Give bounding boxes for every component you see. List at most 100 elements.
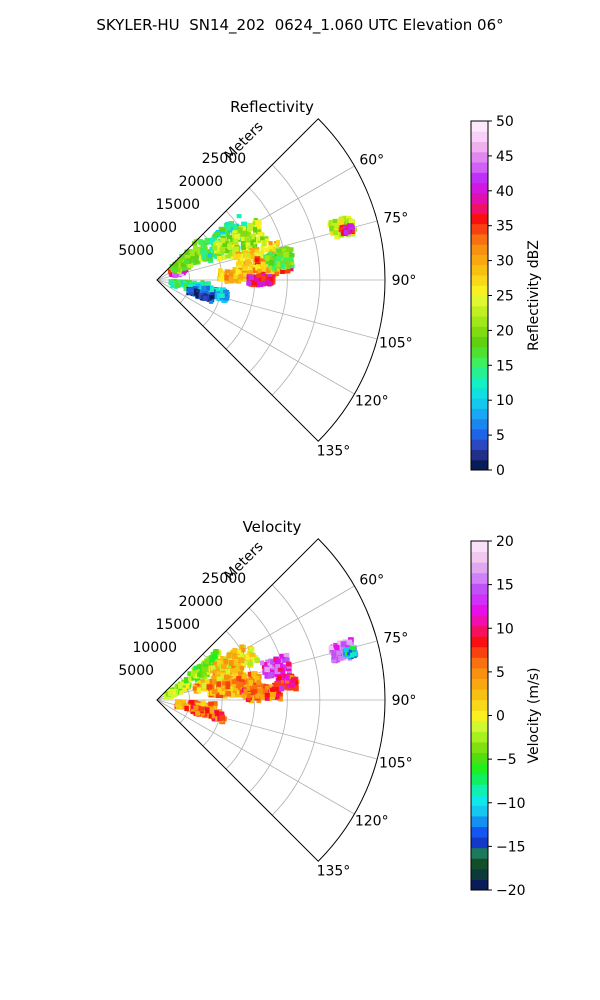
echo-gate xyxy=(206,281,211,287)
colorbar-swatch xyxy=(471,213,488,225)
echo-gate xyxy=(187,263,194,268)
echo-gate xyxy=(222,691,228,697)
echo-gate xyxy=(247,686,253,691)
echo-gate xyxy=(187,283,193,290)
colorbar-swatch xyxy=(471,741,488,754)
colorbar-swatch xyxy=(471,233,488,245)
echo-gate xyxy=(201,666,208,673)
echo-gate xyxy=(248,674,254,680)
echo-gate xyxy=(237,649,243,655)
echo-gate xyxy=(229,668,236,675)
colorbar-swatch xyxy=(471,254,488,266)
echo-gate xyxy=(211,675,218,680)
echo-gate xyxy=(215,296,221,301)
echo-gate xyxy=(233,667,239,674)
echo-gate xyxy=(193,665,198,670)
echo-gate xyxy=(192,280,197,287)
colorbar-swatch xyxy=(471,689,488,701)
echo-gate xyxy=(268,251,273,257)
echo-gate xyxy=(202,295,208,302)
echo-gate xyxy=(238,274,244,280)
echo-gate xyxy=(195,668,200,674)
colorbar-tick-label: 25 xyxy=(496,289,514,305)
echo-gate xyxy=(335,656,341,663)
echo-gate xyxy=(264,255,270,262)
echo-gate xyxy=(245,259,251,265)
echo-gate xyxy=(244,236,251,242)
echo-gate xyxy=(230,269,237,275)
echo-gate xyxy=(220,656,225,662)
echo-gate xyxy=(329,645,335,650)
echo-gate xyxy=(255,265,261,271)
echo-gate xyxy=(216,676,223,682)
echo-gate xyxy=(204,708,210,714)
echo-gate xyxy=(184,683,190,689)
echo-gate xyxy=(262,236,269,241)
echo-gate xyxy=(280,248,287,254)
echo-gate xyxy=(174,699,181,705)
echo-gate xyxy=(275,693,280,699)
echo-gate xyxy=(216,681,222,687)
colorbar-swatch xyxy=(471,408,488,420)
echo-gate xyxy=(228,675,234,681)
echo-gate xyxy=(216,255,223,262)
echo-gate xyxy=(245,242,251,248)
echo-gate xyxy=(347,649,352,656)
echo-gate xyxy=(209,237,215,243)
colorbar-swatch xyxy=(471,418,488,430)
figure-title: SKYLER-HU SN14_202 0624_1.060 UTC Elevat… xyxy=(96,16,504,34)
echo-gate xyxy=(268,265,275,271)
colorbar: −20 −15 −10 −5 0 5 10 15 20 Velocity (m/s) xyxy=(470,534,542,899)
echo-gate xyxy=(240,237,247,242)
echo-gate xyxy=(192,686,198,691)
angular-tick-label: 90° xyxy=(392,693,417,709)
echo-gate xyxy=(229,272,234,278)
echo-gate xyxy=(282,673,287,680)
echo-gate xyxy=(275,685,281,691)
echo-gate xyxy=(224,278,229,285)
echo-gate xyxy=(211,653,218,659)
echo-gate xyxy=(274,681,281,688)
echo-gate xyxy=(178,688,184,695)
colorbar-swatch xyxy=(471,773,488,785)
echo-gate xyxy=(269,247,274,253)
echo-gate xyxy=(270,692,276,697)
echo-gate xyxy=(330,230,335,236)
echo-gate xyxy=(223,674,229,681)
echo-gate xyxy=(343,230,349,235)
echo-gate xyxy=(271,664,276,670)
echo-gate xyxy=(208,701,214,707)
colorbar-swatch xyxy=(471,367,488,379)
echo-gate xyxy=(333,229,339,236)
echo-gate xyxy=(254,257,259,263)
echo-gate xyxy=(190,671,196,677)
echo-gate xyxy=(190,700,195,706)
echo-gate xyxy=(209,707,215,714)
echo-gate xyxy=(275,258,282,264)
echo-gate xyxy=(209,679,214,685)
colorbar-swatch xyxy=(471,182,488,194)
colorbar-tick-label: 20 xyxy=(496,534,514,550)
colorbar-swatch xyxy=(471,699,488,711)
echo-gate xyxy=(347,639,353,645)
echo-gate xyxy=(253,252,260,259)
echo-gate xyxy=(184,249,189,255)
echo-gate xyxy=(272,246,278,251)
colorbar-tick-label: 35 xyxy=(496,219,514,235)
echo-gate xyxy=(196,687,202,693)
echo-gate xyxy=(226,224,231,231)
colorbar-swatch xyxy=(471,131,488,143)
angular-tick-label: 105° xyxy=(379,755,413,771)
echo-gate xyxy=(255,236,261,241)
echo-gate xyxy=(337,647,343,653)
echo-gate xyxy=(203,663,209,669)
echo-gate xyxy=(233,687,239,693)
echo-gate xyxy=(271,264,277,270)
echo-gate xyxy=(242,679,247,684)
echo-gate xyxy=(280,262,285,269)
echo-gate xyxy=(218,711,225,716)
echo-gate xyxy=(219,714,226,721)
echo-gate xyxy=(225,254,231,259)
echo-gate xyxy=(219,293,225,298)
echo-gate xyxy=(204,658,210,665)
